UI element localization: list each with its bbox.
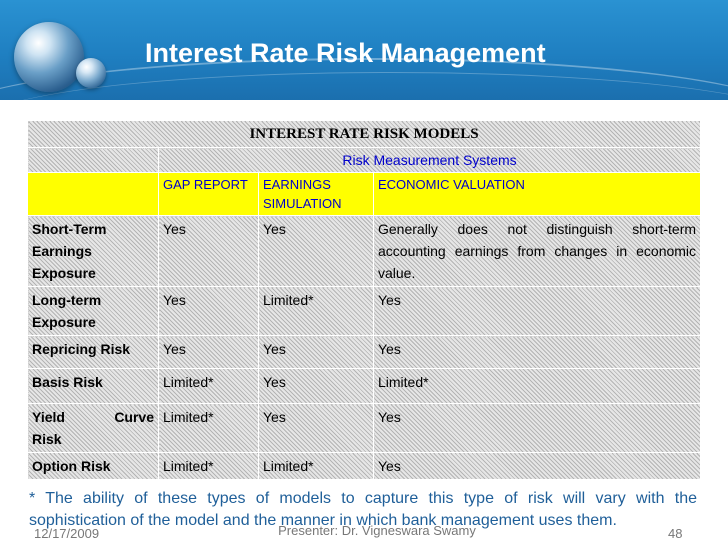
cell-earnings: Limited*	[258, 286, 374, 336]
table-row: Long-term Exposure Yes Limited* Yes	[27, 286, 702, 336]
page-number: 48	[668, 526, 683, 541]
footnote-text: * The ability of these types of models t…	[29, 490, 697, 529]
column-header-economic: ECONOMIC VALUATION	[372, 172, 702, 216]
cell-earnings: Yes	[258, 368, 374, 404]
cell-gap: Limited*	[158, 452, 259, 480]
empty-header-cell	[27, 172, 159, 216]
globe-small-icon	[76, 58, 106, 88]
empty-cell	[27, 147, 159, 173]
row-label: Short-Term Earnings Exposure	[27, 215, 159, 287]
cell-economic: Generally does not distinguish short-ter…	[372, 215, 702, 287]
cell-economic: Yes	[372, 452, 702, 480]
table-row: Option Risk Limited* Limited* Yes	[27, 452, 702, 480]
row-label-line1: Yield Curve	[32, 406, 154, 428]
column-header-earnings: EARNINGS SIMULATION	[258, 172, 374, 216]
column-header-row: GAP REPORT EARNINGS SIMULATION ECONOMIC …	[27, 172, 702, 216]
cell-gap: Yes	[158, 286, 259, 336]
table-row: Short-Term Earnings Exposure Yes Yes Gen…	[27, 215, 702, 287]
row-label-word: Yield	[32, 409, 65, 425]
footer-presenter: Presenter: Dr. Vigneswara Swamy	[278, 523, 476, 538]
table-subtitle-row: Risk Measurement Systems	[27, 147, 702, 173]
cell-economic: Yes	[372, 286, 702, 336]
row-label-line2: Risk	[32, 431, 62, 447]
table-row: Yield Curve Risk Limited* Yes Yes	[27, 403, 702, 453]
row-label: Basis Risk	[27, 368, 159, 404]
cell-earnings: Yes	[258, 335, 374, 369]
table-row: Repricing Risk Yes Yes Yes	[27, 335, 702, 369]
slide-title: Interest Rate Risk Management	[145, 38, 546, 68]
cell-economic: Yes	[372, 403, 702, 453]
header-swoosh-decoration-2	[0, 72, 728, 100]
table-title-row: INTEREST RATE RISK MODELS	[26, 120, 702, 148]
table-row: Basis Risk Limited* Yes Limited*	[27, 368, 702, 404]
row-label: Repricing Risk	[27, 335, 159, 369]
table-subtitle: Risk Measurement Systems	[157, 147, 702, 173]
cell-gap: Limited*	[158, 368, 259, 404]
cell-gap: Limited*	[158, 403, 259, 453]
row-label: Yield Curve Risk	[27, 403, 159, 453]
risk-models-table: INTEREST RATE RISK MODELS Risk Measureme…	[26, 120, 702, 480]
table-title: INTEREST RATE RISK MODELS	[26, 120, 702, 148]
cell-economic: Yes	[372, 335, 702, 369]
footer-date: 12/17/2009	[34, 526, 100, 541]
column-header-gap: GAP REPORT	[158, 172, 259, 216]
globe-large-icon	[14, 22, 84, 92]
row-label-word: Curve	[114, 409, 154, 425]
cell-earnings: Yes	[258, 403, 374, 453]
slide-header: Interest Rate Risk Management	[0, 0, 728, 100]
cell-gap: Yes	[158, 215, 259, 287]
header-swoosh-decoration	[0, 58, 728, 100]
row-label: Long-term Exposure	[27, 286, 159, 336]
cell-earnings: Yes	[258, 215, 374, 287]
cell-economic: Limited*	[372, 368, 702, 404]
cell-earnings: Limited*	[258, 452, 374, 480]
cell-gap: Yes	[158, 335, 259, 369]
row-label: Option Risk	[27, 452, 159, 480]
